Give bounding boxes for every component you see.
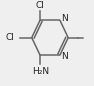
Text: Cl: Cl bbox=[5, 33, 14, 42]
Text: N: N bbox=[61, 15, 68, 23]
Text: Cl: Cl bbox=[36, 1, 45, 10]
Text: H₂N: H₂N bbox=[32, 67, 49, 76]
Text: N: N bbox=[61, 52, 68, 61]
